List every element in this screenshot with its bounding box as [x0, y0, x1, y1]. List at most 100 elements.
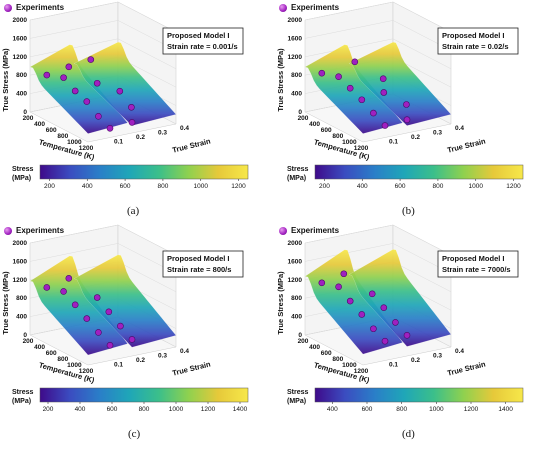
z-tick-label: 2000: [13, 17, 28, 24]
caption-d: (d): [402, 428, 415, 440]
colorbar: [314, 387, 524, 403]
experiment-point: [340, 270, 348, 278]
x-tick-label: 800: [332, 356, 343, 363]
caption-a: (a): [127, 205, 140, 217]
experiment-point: [95, 113, 102, 120]
colorbar-tick-label: 1200: [201, 406, 216, 413]
experiment-point: [128, 103, 135, 111]
experiment-marker-icon: [279, 226, 287, 235]
y-tick-label: 0.3: [433, 353, 442, 360]
experiment-points: [318, 58, 411, 129]
legend: Experiments: [4, 226, 64, 235]
experiment-point: [95, 329, 102, 336]
gridline: [29, 20, 177, 51]
experiment-point: [128, 336, 136, 343]
gridline: [304, 224, 452, 256]
y-tick-label: 0.2: [136, 357, 145, 364]
experiment-marker-icon: [4, 3, 12, 12]
strain-rate-label: Strain rate = 800/s: [167, 265, 231, 274]
experiment-point: [335, 73, 342, 80]
x-tick-label: 600: [321, 127, 332, 134]
experiment-point: [83, 315, 91, 322]
y-axis-label: True Strain: [446, 136, 487, 154]
gridline: [304, 243, 452, 274]
experiment-point: [380, 304, 388, 311]
gridline: [304, 1, 452, 33]
experiment-point: [368, 290, 376, 298]
colorbar-tick-label: 1200: [464, 406, 479, 413]
model-info-frame: [437, 27, 519, 55]
experiment-point: [392, 319, 399, 326]
x-tick-label: 600: [46, 127, 57, 134]
z-axis-label: True Stress (MPa): [276, 48, 285, 112]
experiment-point: [65, 63, 73, 71]
colorbar-tick-label: 1000: [193, 183, 208, 190]
experiment-points: [43, 56, 136, 132]
colorbar-tick-label: 200: [319, 183, 330, 190]
experiment-point: [358, 311, 366, 318]
surface-plot-b: 0400800120016002000200400600800100012000…: [276, 1, 524, 190]
gridline: [29, 243, 177, 274]
model-info-box: Proposed Model I Strain rate = 800/s: [162, 250, 244, 278]
experiment-point: [318, 69, 326, 77]
legend: Experiments: [4, 3, 64, 12]
panel-d: Experiments 0 400 800 1200 1600 2000 200 400 600…: [275, 223, 550, 446]
colorbar-unit: (MPa): [12, 398, 31, 405]
y-axis-label: True Strain: [171, 136, 212, 154]
x-tick-label: 1200: [354, 368, 369, 375]
z-tick-label: 800: [291, 72, 302, 79]
experiment-point: [380, 89, 388, 96]
caption-b: (b): [402, 205, 415, 217]
z-tick-label: 1600: [13, 35, 28, 42]
z-tick-label: 1600: [288, 258, 303, 265]
x-tick-label: 400: [309, 344, 320, 351]
legend-label: Experiments: [16, 3, 65, 12]
y-axis-label: True Strain: [446, 359, 487, 377]
experiment-point: [43, 71, 51, 79]
z-tick-label: 0: [23, 109, 27, 116]
x-tick-label: 200: [23, 115, 34, 122]
experiment-marker-icon: [279, 3, 287, 12]
z-tick-label: 400: [291, 314, 302, 321]
colorbar-tick-label: 600: [120, 183, 131, 190]
experiment-point: [351, 58, 359, 66]
experiment-points: [43, 275, 136, 349]
legend: Experiments: [279, 226, 339, 235]
colorbar-tick-label: 800: [157, 183, 168, 190]
z-tick-label: 800: [16, 72, 27, 79]
y-tick-label: 0.1: [114, 139, 123, 146]
legend: Experiments: [279, 3, 339, 12]
y-tick-label: 0.3: [433, 130, 442, 137]
colorbar-tick-label: 800: [139, 406, 150, 413]
y-tick-label: 0.4: [180, 125, 189, 132]
experiment-point: [128, 119, 136, 126]
experiment-points: [318, 270, 411, 345]
z-tick-label: 0: [298, 332, 302, 339]
surface-band-2: [348, 41, 452, 126]
experiment-point: [379, 75, 387, 83]
x-tick-label: 1200: [79, 368, 94, 375]
z-axis-label: True Stress (MPa): [276, 271, 285, 335]
y-axis-label: True Strain: [171, 359, 212, 377]
experiment-point: [346, 297, 354, 305]
panel-c: Experiments 0 400 800 1200 1600 2000 200 400 600…: [0, 223, 275, 446]
colorbar-tick-label: 1400: [233, 406, 248, 413]
experiment-point: [83, 98, 91, 105]
y-tick-label: 0.1: [389, 362, 398, 369]
legend-label: Experiments: [291, 3, 340, 12]
colorbar-tick-label: 200: [43, 406, 54, 413]
x-tick-label: 200: [298, 115, 309, 122]
colorbar-tick-label: 400: [357, 183, 368, 190]
surface-plot-a: 0400800120016002000200400600800100012000…: [1, 1, 249, 190]
z-tick-label: 2000: [288, 17, 303, 24]
experiment-point: [105, 308, 113, 316]
colorbar-tick-label: 1200: [506, 183, 521, 190]
y-tick-label: 0.4: [455, 125, 464, 132]
panel-a: Experiments 0 400 800 1200 1600 2000 200 400 600…: [0, 0, 275, 223]
surface-plot-c: 0400800120016002000200400600800100012000…: [1, 224, 249, 413]
z-tick-label: 1200: [288, 277, 303, 284]
y-tick-label: 0.2: [411, 357, 420, 364]
colorbar-label: Stress: [287, 166, 309, 173]
colorbar: [39, 387, 249, 403]
z-tick-label: 0: [298, 109, 302, 116]
